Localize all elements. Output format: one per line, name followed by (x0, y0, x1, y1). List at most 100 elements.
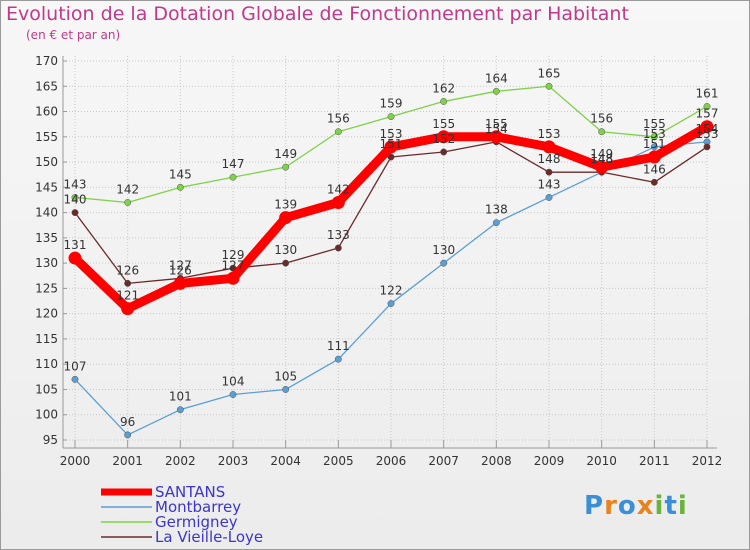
data-point (545, 193, 553, 201)
data-label: 121 (116, 289, 139, 303)
legend-label: Germigney (155, 513, 238, 531)
data-point (650, 133, 658, 141)
data-label: 145 (169, 167, 192, 181)
data-label: 133 (327, 228, 350, 242)
data-label: 156 (590, 112, 613, 126)
data-point (124, 199, 132, 206)
data-point (703, 103, 711, 110)
data-point (489, 130, 503, 144)
y-tick-label: 140 (35, 206, 58, 220)
data-point (598, 128, 606, 136)
data-label: 129 (222, 248, 245, 262)
data-label: 155 (432, 117, 455, 131)
y-tick-label: 125 (35, 281, 58, 295)
data-point (387, 300, 395, 308)
data-label: 111 (327, 339, 350, 353)
data-label: 96 (120, 415, 135, 429)
y-tick-label: 170 (35, 54, 58, 68)
data-label: 149 (590, 147, 613, 161)
data-label: 151 (380, 137, 403, 151)
x-tick-label: 2006 (376, 454, 407, 468)
x-tick-label: 2008 (481, 454, 512, 468)
y-tick-label: 135 (35, 231, 58, 245)
data-label: 161 (696, 86, 719, 100)
data-point (440, 259, 448, 267)
data-point (700, 120, 714, 134)
data-label: 146 (643, 162, 666, 176)
data-label: 154 (485, 122, 508, 136)
x-tick-label: 2003 (218, 454, 249, 468)
data-label: 130 (432, 243, 455, 257)
data-point (124, 279, 132, 287)
legend-label: La Vieille-Loye (155, 528, 263, 546)
x-tick-label: 2001 (112, 454, 143, 468)
data-point (226, 271, 240, 285)
y-tick-label: 145 (35, 180, 58, 194)
grid (63, 56, 708, 441)
data-label: 130 (274, 243, 297, 257)
data-point (124, 431, 132, 439)
data-point (650, 143, 658, 151)
data-label: 148 (590, 152, 613, 166)
y-tick-label: 155 (35, 130, 58, 144)
data-point (71, 209, 79, 217)
chart-title: Evolution de la Dotation Globale de Fonc… (6, 3, 629, 25)
data-point (229, 173, 237, 181)
x-tick-label: 2007 (428, 454, 459, 468)
data-point (492, 219, 500, 227)
data-label: 151 (643, 137, 666, 151)
x-tick-label: 2011 (639, 454, 670, 468)
x-tick-label: 2000 (60, 454, 91, 468)
proxiti-logo: Proxiti (584, 491, 688, 521)
data-point (650, 178, 658, 186)
data-point (545, 82, 553, 90)
y-tick-label: 110 (35, 357, 58, 371)
series-lines (68, 82, 714, 439)
data-label: 140 (64, 193, 87, 207)
data-point (334, 244, 342, 252)
legend-label: SANTANS (155, 483, 225, 501)
data-point (121, 302, 135, 316)
x-tick-label: 2004 (270, 454, 301, 468)
data-point (545, 168, 553, 176)
data-point (387, 153, 395, 161)
data-point (334, 355, 342, 363)
y-tick-label: 105 (35, 382, 58, 396)
x-tick-label: 2002 (165, 454, 196, 468)
y-tick-label: 100 (35, 408, 58, 422)
data-point (71, 193, 79, 201)
y-tick-label: 165 (35, 79, 58, 93)
data-point (229, 391, 237, 398)
data-point (647, 150, 661, 164)
data-label: 148 (538, 152, 561, 166)
data-point (176, 406, 184, 414)
data-label: 131 (64, 238, 87, 252)
data-point (282, 386, 290, 393)
data-label: 127 (169, 258, 192, 272)
data-point (437, 130, 451, 144)
data-label: 155 (643, 117, 666, 131)
y-tick-label: 115 (35, 332, 58, 346)
data-label: 152 (432, 132, 455, 146)
data-label: 127 (222, 258, 245, 272)
x-tick-label: 2012 (692, 454, 723, 468)
data-label: 165 (538, 66, 561, 80)
data-point (387, 113, 395, 121)
data-label: 149 (274, 147, 297, 161)
data-label: 157 (696, 107, 719, 121)
data-point (595, 160, 609, 174)
data-point (279, 211, 293, 225)
data-point (173, 276, 187, 290)
data-point (282, 259, 290, 267)
data-label: 138 (485, 203, 508, 217)
x-tick-label: 2009 (534, 454, 565, 468)
y-tick-label: 160 (35, 105, 58, 119)
data-point (384, 140, 398, 154)
legend-label: Montbarrey (155, 498, 241, 516)
data-point (703, 143, 711, 151)
y-tick-label: 120 (35, 307, 58, 321)
